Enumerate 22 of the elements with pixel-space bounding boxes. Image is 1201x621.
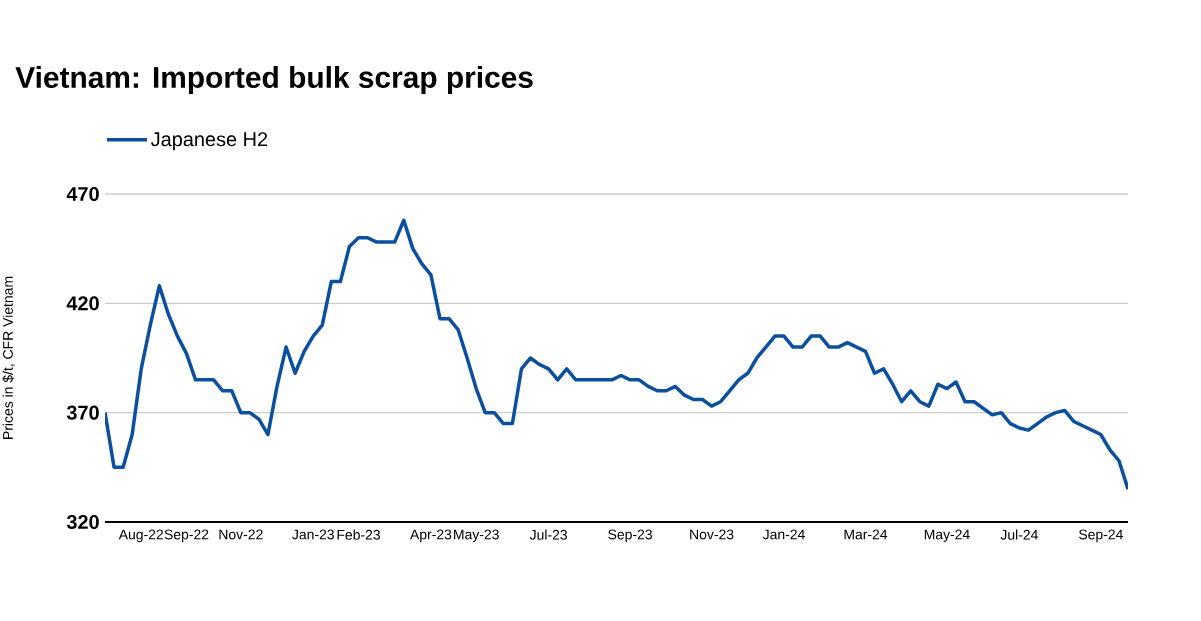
x-tick-label: Nov-22 [219, 529, 263, 540]
y-tick-label: 470 [66, 186, 99, 202]
x-tick-label: Nov-23 [690, 529, 734, 540]
legend-label: Japanese H2 [151, 132, 268, 151]
x-tick-label: Sep-24 [1079, 529, 1123, 543]
x-tick-label: Sep-23 [608, 529, 652, 543]
y-tick-label: 370 [66, 405, 99, 420]
x-tick-label: Feb-23 [337, 529, 380, 540]
y-axis-title: Prices in $/t, CFR Vietnam [2, 276, 15, 439]
x-tick-label: Jul-24 [1000, 529, 1038, 540]
x-tick-label: Aug-22 [118, 529, 164, 543]
x-tick-label: May-23 [454, 529, 499, 543]
x-tick-label: May-24 [924, 529, 970, 543]
y-tick-label: 420 [66, 296, 99, 311]
x-tick-label: Apr-23 [410, 529, 452, 543]
y-tick-label: 320 [66, 514, 99, 530]
x-tick-label: Jul-23 [529, 529, 567, 540]
x-tick-label: Jan-24 [762, 529, 805, 540]
chart-title: Vietnam: Imported bulk scrap prices [15, 66, 533, 94]
x-tick-label: Sep-22 [164, 529, 209, 543]
x-tick-label: Mar-24 [844, 529, 888, 540]
x-tick-label: Jan-23 [292, 529, 334, 540]
